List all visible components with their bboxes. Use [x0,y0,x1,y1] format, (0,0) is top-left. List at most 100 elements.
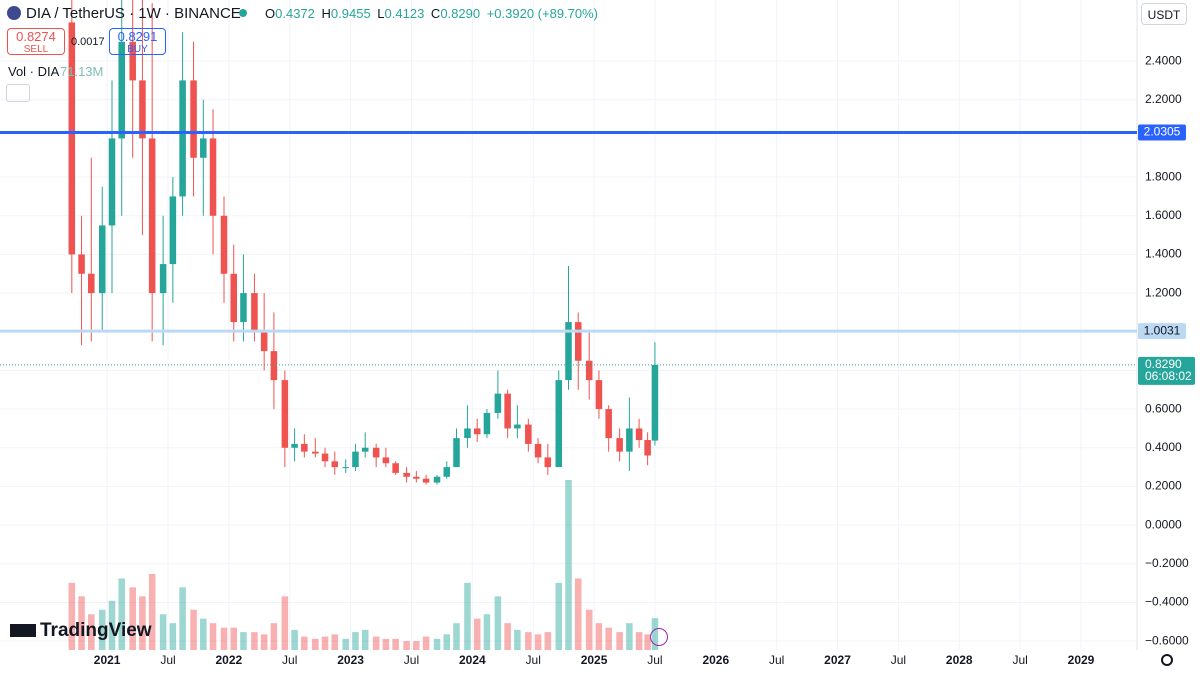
volume-bar [352,632,359,650]
candle-body [361,447,369,452]
current-price-label-bg [1138,356,1195,385]
candle-body [159,264,167,294]
x-tick-label: 2029 [1068,653,1095,667]
sell-button[interactable]: 0.8274 SELL [7,28,65,55]
current-price-label: 0.8290 [1145,357,1182,371]
volume-title: Vol · DIA [8,64,60,79]
candle-body [473,428,481,435]
events-icon[interactable] [650,628,668,646]
volume-bar [361,629,369,650]
volume-bar [494,596,502,650]
price-line-label-bg [1138,124,1186,141]
volume-bar [595,623,603,650]
candle-body [413,476,420,479]
candle-body [403,472,410,477]
x-tick-label: 2021 [94,653,121,667]
volume-bar [78,596,85,650]
candle-body [179,80,186,197]
brand-text: TradingView [40,620,152,641]
y-tick-label: −0.2000 [1145,556,1189,570]
candle-body [555,380,563,468]
spread: 0.0017 [71,36,105,48]
volume-bar [565,480,572,650]
volume-bar [473,618,481,650]
y-tick-label: 2.2000 [1145,92,1182,106]
candle-body [574,322,582,361]
symbol-title[interactable]: DIA / TetherUS · 1W · BINANCE [26,5,241,22]
volume-bar [129,587,136,650]
ohlc-value: 0.9455 [330,6,371,21]
price-line-label: 1.0031 [1144,323,1181,337]
volume-bar [464,582,471,650]
candle-body [270,351,278,381]
volume-bar [422,636,430,650]
candle-body [78,254,85,274]
candle-body [422,478,430,483]
x-tick-label: Jul [526,653,541,667]
candle-body [169,196,177,265]
countdown: 06:08:02 [1145,369,1192,383]
candle-body [352,451,359,468]
volume-bar [230,627,237,650]
volume-bar [291,629,298,650]
y-tick-label: 0.2000 [1145,479,1182,493]
candle-body [331,461,339,468]
volume-bar [626,623,633,650]
candle-body [544,457,552,468]
volume-bar [240,632,247,650]
candle-body [321,453,329,462]
candle-body [98,225,106,294]
volume-bar [392,638,399,650]
candle-body [651,364,659,441]
volume-bar [433,638,441,650]
x-tick-label: Jul [1012,653,1027,667]
candle-body [342,467,349,469]
volume-bar [413,641,420,650]
buy-price: 0.8291 [117,29,158,44]
x-tick-label: 2028 [946,653,973,667]
buy-button[interactable]: 0.8291 BUY [109,28,166,55]
candle-body [68,22,76,255]
candle-body [443,467,451,477]
candle-body [281,380,289,448]
volume-bar [635,632,643,650]
volume-bar [260,634,268,650]
candle-body [251,293,258,332]
volume-bar [281,596,289,650]
candle-body [139,80,146,139]
volume-bar [483,614,491,650]
volume-bar [270,623,278,650]
buy-label: BUY [127,44,148,55]
y-tick-label: 1.4000 [1145,247,1182,261]
x-tick-label: 2022 [216,653,243,667]
x-tick-label: 2027 [824,653,851,667]
candle-body [108,138,116,226]
volume-bar [88,614,95,650]
volume-bar [525,632,532,650]
candle-body [504,393,511,429]
volume-bar [574,578,582,650]
candle-body [483,412,491,435]
x-tick-label: Jul [891,653,906,667]
candle-body [118,41,126,139]
x-tick-label: Jul [282,653,297,667]
volume-bar [443,634,451,650]
change: +0.3920 (+89.70%) [486,6,599,21]
collapse-button[interactable] [6,84,30,102]
ohlc-label: L [377,6,385,21]
candle-body [372,447,380,458]
candle-body [525,424,532,444]
price-line-label-bg [1138,323,1186,340]
candle-body [644,440,651,456]
settings-icon[interactable] [1161,654,1173,666]
candle-body [190,80,197,158]
ohlc-label: H [321,6,331,21]
candle-body [616,438,623,452]
candle-body [240,293,247,323]
ohlc-value: 0.8290 [440,6,481,21]
candle-body [453,438,460,468]
volume-bar [190,609,197,650]
currency-button[interactable]: USDT [1141,3,1187,25]
volume-bar [251,632,258,650]
x-tick-label: 2024 [459,653,486,667]
